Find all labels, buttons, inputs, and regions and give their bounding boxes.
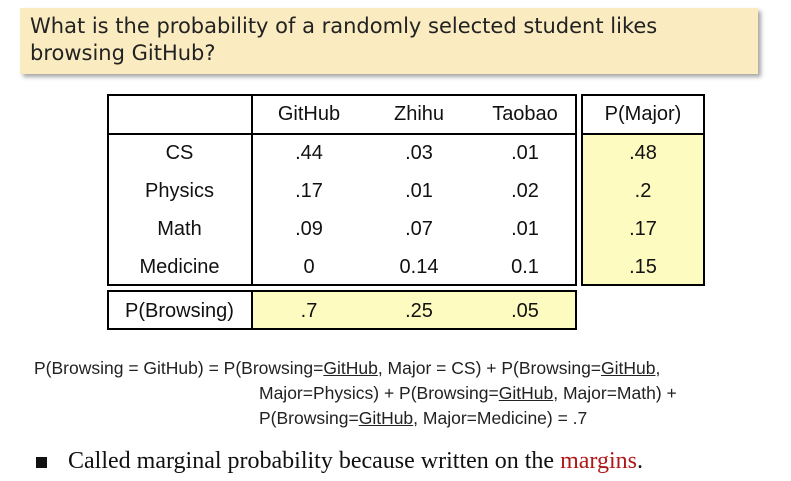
question-box: What is the probability of a randomly se…	[20, 8, 758, 74]
formula-text: P(Browsing = GitHub) = P(Browsing=	[34, 358, 324, 378]
bullet-square-icon	[36, 457, 47, 468]
formula-underlined: GitHub	[323, 358, 378, 378]
table-cell: 0.1	[511, 256, 539, 278]
formula-line-3: P(Browsing=GitHub, Major=Medicine) = .7	[259, 408, 587, 429]
joint-table	[107, 94, 577, 286]
major-cell: .17	[629, 218, 657, 240]
row-label-medicine: Medicine	[139, 256, 220, 278]
bullet-highlight: margins	[560, 448, 637, 474]
browsing-cell: .7	[300, 300, 318, 322]
row-label-math: Math	[157, 218, 202, 240]
col-header-github: GitHub	[277, 103, 341, 125]
col-header-zhihu: Zhihu	[393, 103, 445, 125]
table-cell: .17	[295, 180, 323, 202]
table-cell: .07	[405, 218, 433, 240]
major-cell: .15	[629, 256, 657, 278]
table-cell: .02	[511, 180, 539, 202]
table-cell: 0.14	[399, 256, 439, 278]
browsing-values-fill	[253, 292, 575, 328]
formula-text: ,	[655, 358, 661, 378]
major-header: P(Major)	[604, 103, 682, 125]
formula-line-2: Major=Physics) + P(Browsing=GitHub, Majo…	[259, 383, 677, 404]
table-cell: 0	[303, 256, 315, 278]
major-cell: .2	[634, 180, 652, 202]
col-header-taobao: Taobao	[492, 103, 558, 125]
formula-text: , Major = CS) + P(Browsing=	[377, 358, 602, 378]
formula-underlined: GitHub	[358, 408, 414, 428]
formula-line-1: P(Browsing = GitHub) = P(Browsing=GitHub…	[34, 358, 660, 379]
bullet-text: Called marginal probability because writ…	[68, 448, 643, 475]
formula-underlined: GitHub	[601, 358, 656, 378]
formula-underlined: GitHub	[498, 383, 554, 403]
table-cell: .01	[511, 142, 539, 164]
major-cell: .48	[629, 142, 657, 164]
table-cell: .01	[511, 218, 539, 240]
table-cell: .01	[405, 180, 433, 202]
bullet-body: Called marginal probability because writ…	[68, 448, 561, 474]
browsing-label: P(Browsing)	[125, 300, 234, 322]
row-label-physics: Physics	[145, 180, 214, 202]
row-label-cs: CS	[165, 142, 194, 164]
table-cell: .09	[295, 218, 323, 240]
major-values-fill	[583, 135, 703, 284]
formula-text: Major=Physics) + P(Browsing=	[259, 383, 499, 403]
bullet-end: .	[636, 448, 643, 474]
browsing-label-rule	[251, 290, 253, 330]
formula-text: , Major=Medicine) = .7	[413, 408, 588, 428]
formula-text: , Major=Math) +	[553, 383, 677, 403]
table-cell: .44	[295, 142, 323, 164]
joint-table-header-rule	[107, 133, 577, 135]
question-text: What is the probability of a randomly se…	[30, 14, 658, 65]
major-header-rule	[581, 133, 705, 135]
browsing-cell: .05	[511, 300, 539, 322]
table-cell: .03	[405, 142, 433, 164]
joint-table-label-rule	[251, 94, 253, 286]
browsing-cell: .25	[405, 300, 433, 322]
formula-text: P(Browsing=	[259, 408, 359, 428]
